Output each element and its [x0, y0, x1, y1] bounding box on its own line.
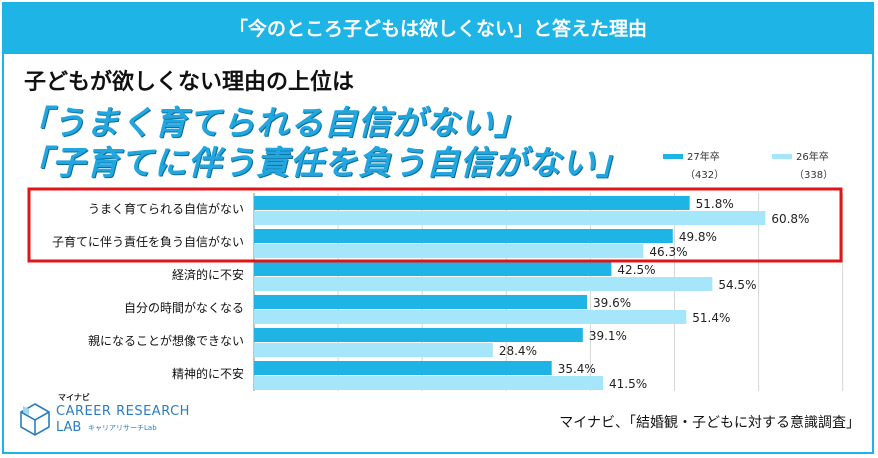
- legend-swatch: [663, 154, 683, 159]
- value-label: 60.8%: [771, 212, 809, 226]
- grid-lines: [253, 193, 844, 391]
- category-label: 自分の時間がなくなる: [124, 300, 244, 315]
- source-note: マイナビ、「結婚観・子どもに対する意識調査」: [559, 415, 860, 431]
- logo-sub-text: キャリアリサーチLab: [88, 424, 157, 432]
- value-label: 39.1%: [589, 329, 627, 343]
- cube-logo-icon: [20, 403, 50, 436]
- value-label: 49.8%: [679, 230, 717, 244]
- bar: [254, 196, 690, 210]
- value-label: 39.6%: [593, 296, 631, 310]
- category-label: 親になることが想像できない: [88, 333, 244, 348]
- bar: [254, 277, 713, 291]
- value-label: 51.8%: [696, 197, 734, 211]
- banner-title: 「今のところ子どもは欲しくない」と答えた理由: [4, 4, 872, 54]
- highlight-line-2: 「子育てに伴う責任を負う自信がない」: [18, 143, 630, 182]
- value-label: 41.5%: [609, 377, 647, 391]
- bar: [254, 211, 766, 225]
- legend: 27年卒 （432） 26年卒 （338）: [663, 150, 833, 181]
- bar: [254, 328, 583, 342]
- bar: [254, 343, 493, 357]
- logo-lab-text: LAB: [56, 420, 82, 435]
- value-label: 51.4%: [692, 311, 730, 325]
- value-label: 54.5%: [718, 278, 756, 292]
- legend-label: 27年卒: [687, 150, 720, 163]
- value-label: 46.3%: [649, 245, 687, 259]
- highlight-rect: [27, 187, 843, 263]
- value-label: 42.5%: [617, 263, 655, 277]
- bar: [254, 376, 604, 390]
- value-labels: 51.8% 60.8% 49.8%46.3% 42.5% 54.5% 39.6% 51.4%…: [499, 197, 810, 391]
- category-label: 経済的に不安: [172, 267, 244, 282]
- category-label: 精神的に不安: [172, 366, 244, 381]
- legend-n: （432）: [685, 169, 724, 181]
- legend-label: 26年卒: [796, 150, 829, 163]
- logo-brand-small: マイナビ: [58, 393, 90, 402]
- value-label: 28.4%: [499, 344, 537, 358]
- category-labels: うまく育てられる自信がない子育てに伴う責任を負う自信がない経済的に不安自分の時間…: [52, 201, 244, 381]
- bar: [254, 310, 687, 324]
- category-label: うまく育てられる自信がない: [88, 201, 244, 216]
- legend-n: （338）: [794, 169, 833, 181]
- bar: [254, 262, 612, 276]
- bar: [254, 244, 644, 258]
- value-label: 35.4%: [558, 362, 596, 376]
- bars: [254, 196, 766, 390]
- bar: [254, 229, 673, 243]
- highlight-line-1: 「うまく育てられる自信がない」: [18, 103, 528, 142]
- headline: 子どもが欲しくない理由の上位は: [24, 70, 355, 95]
- legend-swatch: [772, 154, 792, 159]
- bar: [254, 361, 552, 375]
- category-label: 子育てに伴う責任を負う自信がない: [52, 234, 244, 249]
- highlight-box: [27, 187, 843, 263]
- logo-main-text: CAREER RESEARCH: [56, 404, 190, 419]
- bar: [254, 295, 588, 309]
- career-research-lab-logo: マイナビ CAREER RESEARCH LAB キャリアリサーチLab: [18, 393, 189, 440]
